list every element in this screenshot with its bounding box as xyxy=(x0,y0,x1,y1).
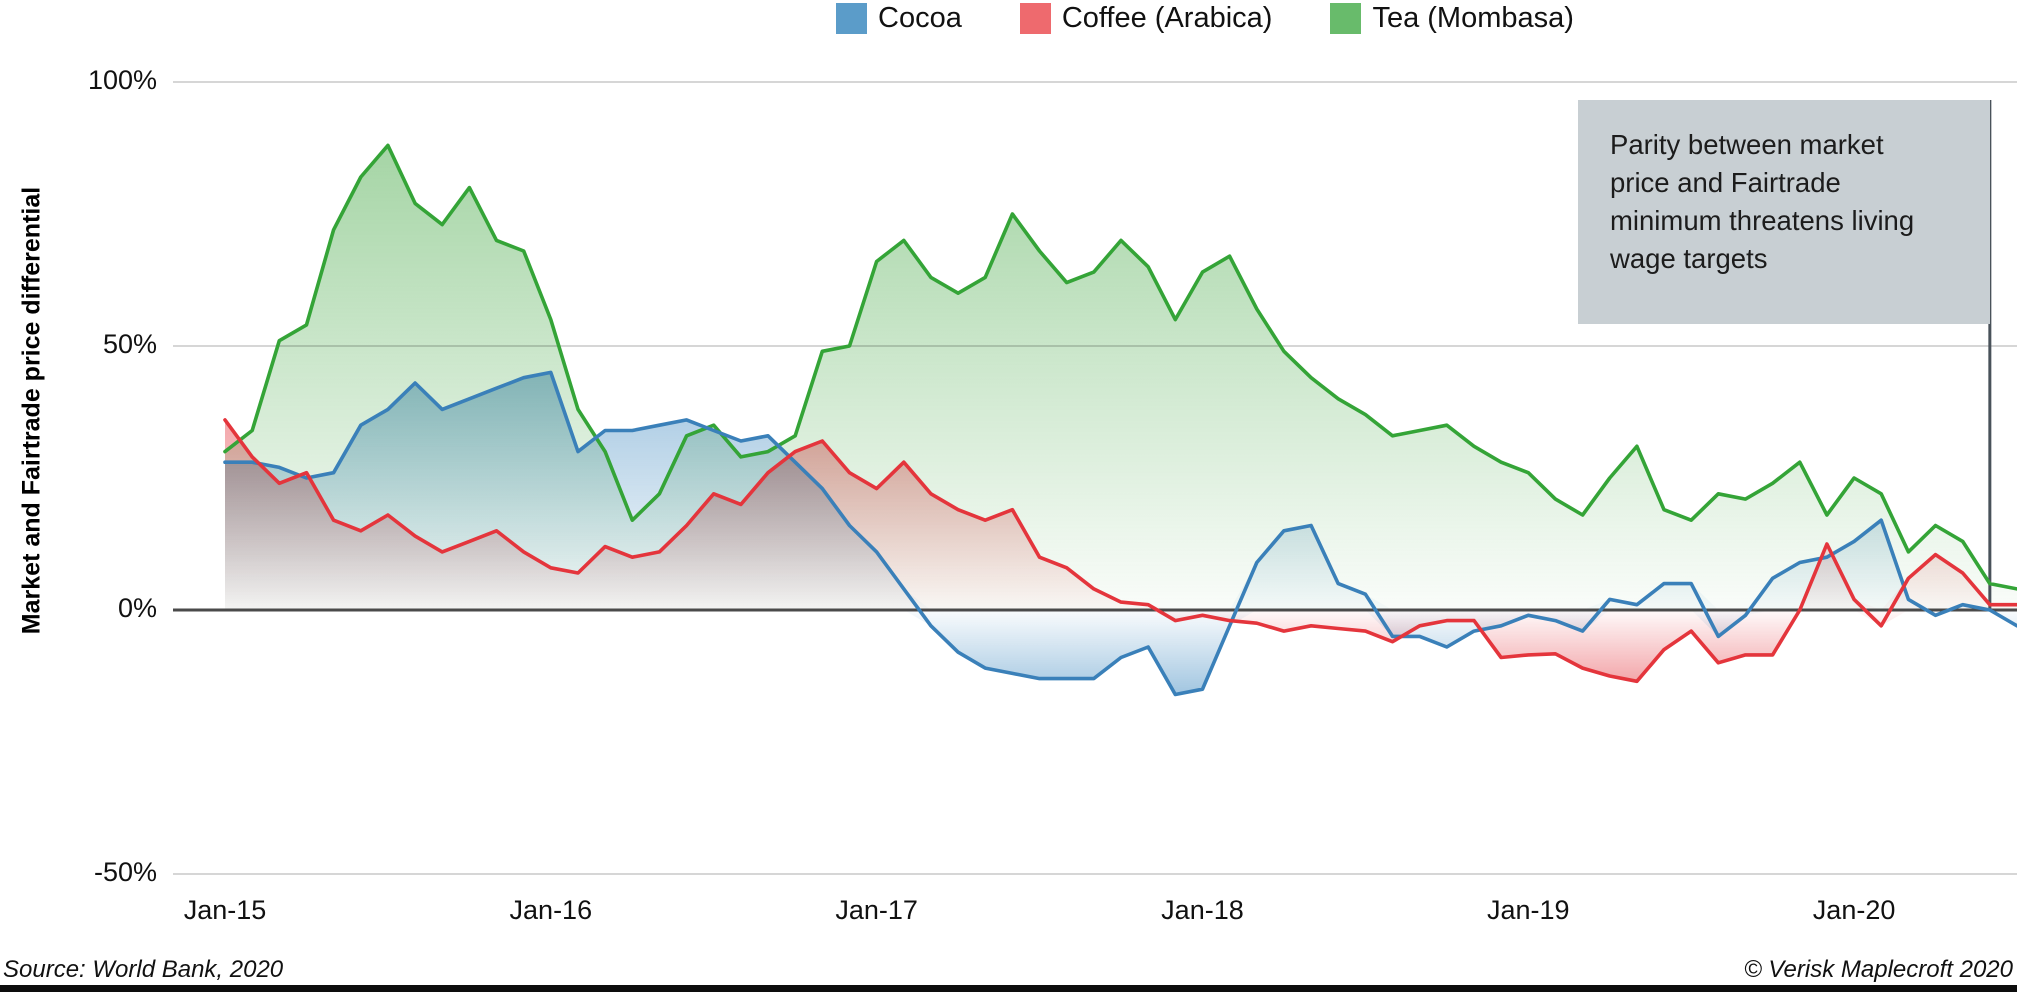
legend-item-cocoa: Cocoa xyxy=(836,2,962,35)
area-negative-cocoa xyxy=(225,610,2017,695)
legend: Cocoa Coffee (Arabica) Tea (Mombasa) xyxy=(836,0,1574,36)
legend-label: Tea (Mombasa) xyxy=(1372,1,1574,34)
legend-swatch xyxy=(836,2,867,34)
bottom-bar xyxy=(0,985,2017,992)
y-tick-50: 50% xyxy=(102,329,157,359)
x-tick-jan-20: Jan-20 xyxy=(1812,895,1896,925)
annotation-text: Parity between market price and Fairtrad… xyxy=(1610,129,1915,274)
x-tick-jan-18: Jan-18 xyxy=(1161,895,1244,925)
line-tea-mombasa xyxy=(223,143,2017,591)
y-tick-0: 0% xyxy=(117,593,157,623)
x-tick-jan-19: Jan-19 xyxy=(1486,895,1570,925)
legend-label: Cocoa xyxy=(878,1,962,34)
y-tick-100: 100% xyxy=(87,65,157,95)
x-tick-jan-17: Jan-17 xyxy=(835,895,918,925)
area-coffee-arabica xyxy=(225,419,2017,610)
legend-swatch xyxy=(1019,2,1051,34)
legend-label: Coffee (Arabica) xyxy=(1061,1,1273,34)
legend-swatch xyxy=(1330,2,1362,34)
y-axis-title: Market and Fairtrade price differential xyxy=(17,186,46,635)
legend-item-tea-mombasa: Tea (Mombasa) xyxy=(1330,1,1574,35)
y-tick--50: -50% xyxy=(93,857,157,887)
x-tick-jan-15: Jan-15 xyxy=(183,895,267,925)
line-coffee-arabica xyxy=(223,418,2017,684)
source-note: Source: World Bank, 2020 xyxy=(3,956,284,983)
legend-item-coffee-arabica: Coffee (Arabica) xyxy=(1019,1,1273,35)
annotation-box: Parity between market price and Fairtrad… xyxy=(1578,100,1990,324)
copyright-note: © Verisk Maplecroft 2020 xyxy=(1744,956,2013,983)
area-negative-coffee-arabica xyxy=(225,610,2017,682)
line-cocoa xyxy=(223,370,2017,697)
x-tick-jan-16: Jan-16 xyxy=(509,895,593,925)
